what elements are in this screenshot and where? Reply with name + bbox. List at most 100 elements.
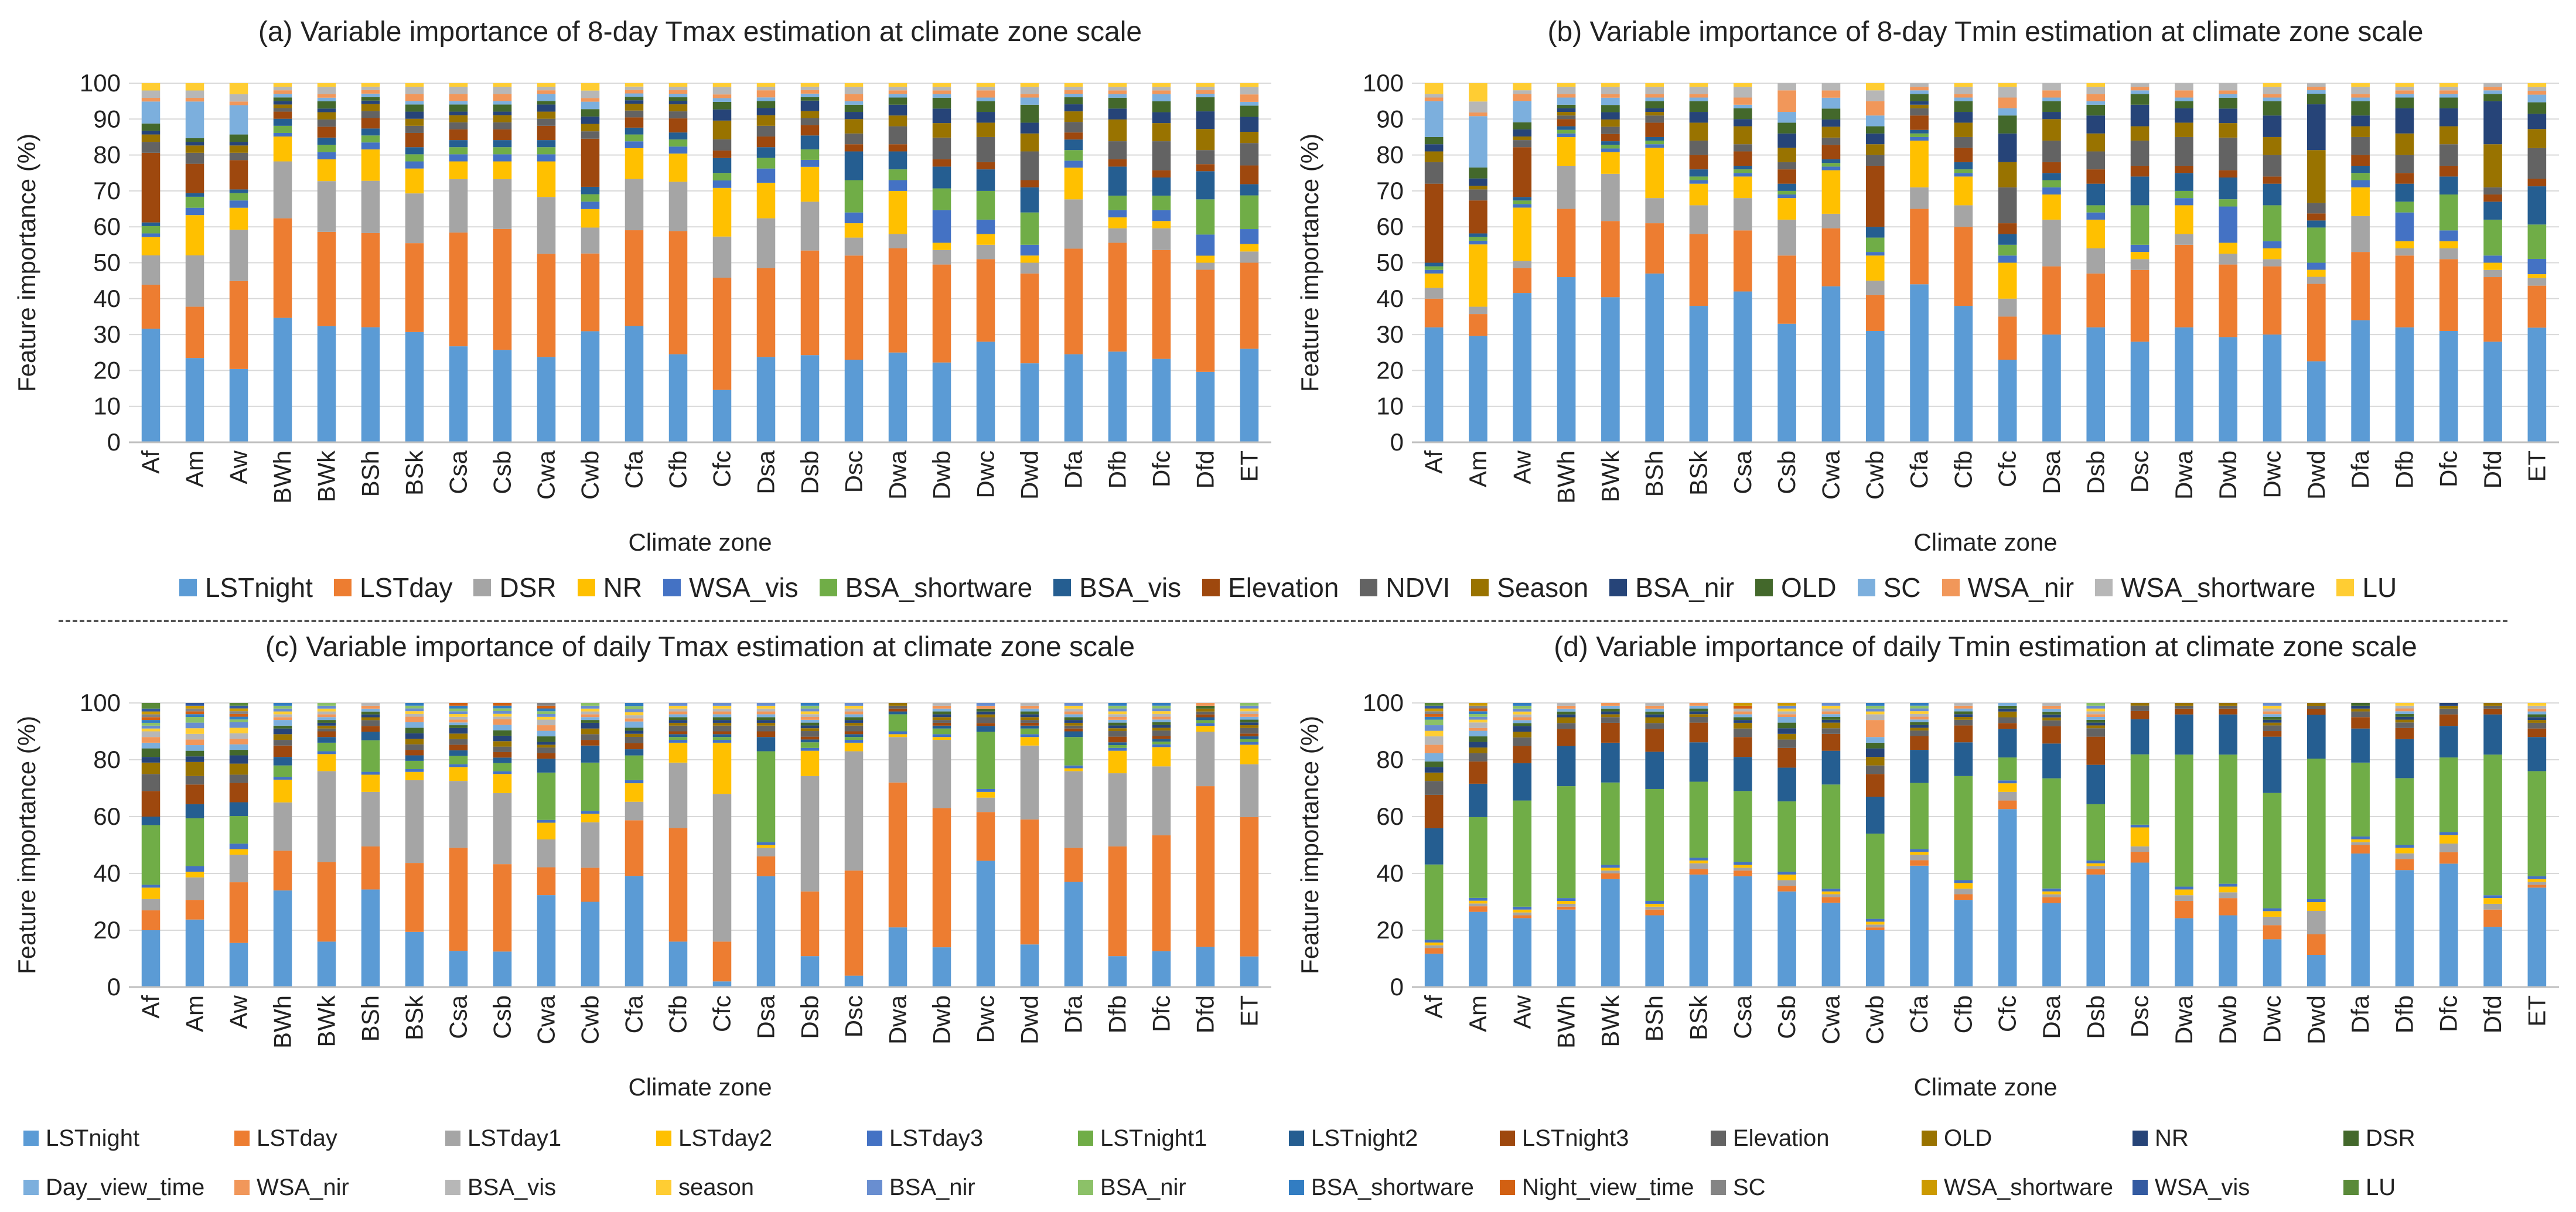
bar-segment-season [1865,144,1885,155]
bar-segment-wsa-vis [1910,136,1929,141]
bar-segment-old [2527,720,2547,723]
bar-segment-season [1689,122,1708,141]
bar-segment-lstnight1 [2263,793,2282,909]
bar-segment-lstday1 [361,791,380,846]
bar-segment-nr [844,223,864,238]
bar-segment-bsa-nir [2086,703,2106,706]
bar-segment-lstday3 [1821,888,1841,892]
bar-segment-lstnight3 [141,791,161,817]
bar-segment-bsa-shortware [2483,219,2502,256]
bar-segment-dsr [2042,711,2061,715]
bar-segment-lstnight [317,941,336,987]
bar-segment-bsa-shortware [1998,244,2017,256]
bar-segment-wsa-vis [2130,244,2149,252]
bar-segment-elevation [888,705,907,709]
bar-segment-sc [537,703,556,706]
bar-segment-dsr [1689,205,1708,234]
bar-segment-season [449,714,468,717]
bar-segment-lstnight1 [1865,834,1885,919]
bar-segment-lstday [1865,927,1885,930]
bar-segment-dsr [2395,248,2414,256]
bar-segment-bsa-vis [1910,713,1929,717]
bar-segment-lstnight [2439,330,2458,442]
bar-segment-bsa-nir [537,104,556,112]
bar-segment-bsa-nir [1469,716,1487,720]
bar-segment-lstnight2 [2263,736,2282,793]
bar-segment-season [1954,122,1973,137]
bar-segment-ndvi [2483,187,2502,195]
x-tick-label: Dsb [796,995,824,1039]
bar-segment-lu [1998,83,2017,87]
bar-segment-wsa-nir [361,90,380,94]
bar-segment-lstday [844,255,864,360]
x-tick-label: BWk [1596,450,1624,503]
bar-segment-lstday3 [1064,765,1083,769]
bar-segment-nr [1910,141,1929,187]
bar-segment-sc [1557,97,1576,105]
bar-segment-ndvi [844,133,864,145]
bar-segment-old [625,97,644,101]
bar-segment-bsa-vis [1020,703,1039,706]
bar-segment-nr [2263,719,2282,723]
bar-segment-nr [668,153,688,182]
bar-segment-wsa-nir [185,739,204,746]
bar-segment-lstday [844,870,864,976]
bar-segment-wsa-vis [1777,194,1796,199]
bar-segment-nr [1777,198,1796,220]
bar-segment-nr [1733,176,1752,199]
bar-segment-bsa-nir [141,722,161,726]
bar-segment-wsa-nir [1821,711,1841,715]
bar-segment-lstnight1 [976,731,995,789]
bar-segment-lstnight2 [273,757,292,766]
bar-segment-lstnight3 [1645,729,1664,752]
bar-segment-bsa-nir [493,111,512,115]
bar-segment-lstnight2 [625,749,644,756]
bar-segment-elevation [493,129,512,141]
bar-segment-wsa-nir [1998,97,2017,108]
bar-segment-sc [1689,97,1708,101]
bar-segment-lstnight [1196,371,1215,442]
bar-segment-lstday3 [1196,723,1215,726]
bar-segment-ndvi [2042,141,2061,162]
bar-segment-season [712,120,732,139]
bar-segment-lstday1 [1108,773,1127,846]
bar-segment-bsa-nir [1777,133,1796,148]
bar-segment-elevation [1821,145,1841,160]
legend-item-dsr: DSR [2343,1119,2554,1158]
bar-segment-wsa-nir [1865,720,1885,738]
bar-segment-lstday [141,910,161,930]
bar-segment-lstnight2 [1424,828,1444,865]
bar-segment-lu [712,83,732,87]
bar-segment-season [1469,186,1487,190]
bar-segment-lstnight [2175,327,2193,442]
bar-segment-wsa-shortware [756,87,776,91]
legend-swatch [1053,579,1072,596]
bar-segment-dsr [1645,198,1664,224]
bar-segment-wsa-vis [229,200,248,208]
x-tick-label: Cwb [576,995,604,1044]
bar-segment-night-view-time [1424,714,1444,717]
bar-segment-lstday1 [2483,903,2502,910]
legend-label: BSA_vis [1079,572,1182,603]
x-tick-label: Aw [225,450,253,484]
bar-segment-dsr [493,179,512,229]
x-tick-label: Cfa [620,450,648,489]
bar-segment-old [2439,705,2458,709]
bar-segment-season [1064,705,1083,709]
bar-segment-bsa-shortware [449,147,468,155]
bar-segment-lstnight2 [1733,757,1752,791]
bar-segment-season [537,111,556,119]
bar-segment-bsa-vis [1865,227,1885,238]
bar-segment-lstnight3 [1910,736,1929,750]
bar-segment-wsa-nir [712,94,732,98]
bar-segment-elevation [185,776,204,785]
bar-segment-season [273,711,292,715]
bar-segment-wsa-nir [668,90,688,94]
bar-segment-wsa-nir [1557,94,1576,98]
bar-segment-elevation [844,725,864,732]
bar-segment-lstnight1 [229,816,248,844]
bar-segment-lstnight [1601,879,1620,987]
bar-segment-lstday3 [800,747,820,751]
bar-segment-lstnight2 [2439,726,2458,758]
bar-segment-old [1865,126,1885,134]
